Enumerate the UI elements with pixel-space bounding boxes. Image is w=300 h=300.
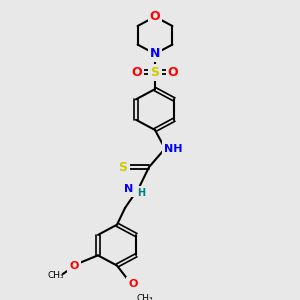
Text: N: N (124, 184, 134, 194)
Text: O: O (150, 10, 160, 23)
Text: N: N (150, 47, 160, 60)
Text: O: O (168, 66, 178, 79)
Text: S: S (151, 66, 160, 79)
Text: O: O (132, 66, 142, 79)
Text: H: H (137, 188, 145, 198)
Text: CH₃: CH₃ (137, 295, 153, 300)
Text: S: S (118, 160, 127, 174)
Text: O: O (69, 262, 79, 272)
Text: NH: NH (164, 144, 182, 154)
Text: CH₃: CH₃ (48, 271, 64, 280)
Text: O: O (128, 279, 138, 289)
